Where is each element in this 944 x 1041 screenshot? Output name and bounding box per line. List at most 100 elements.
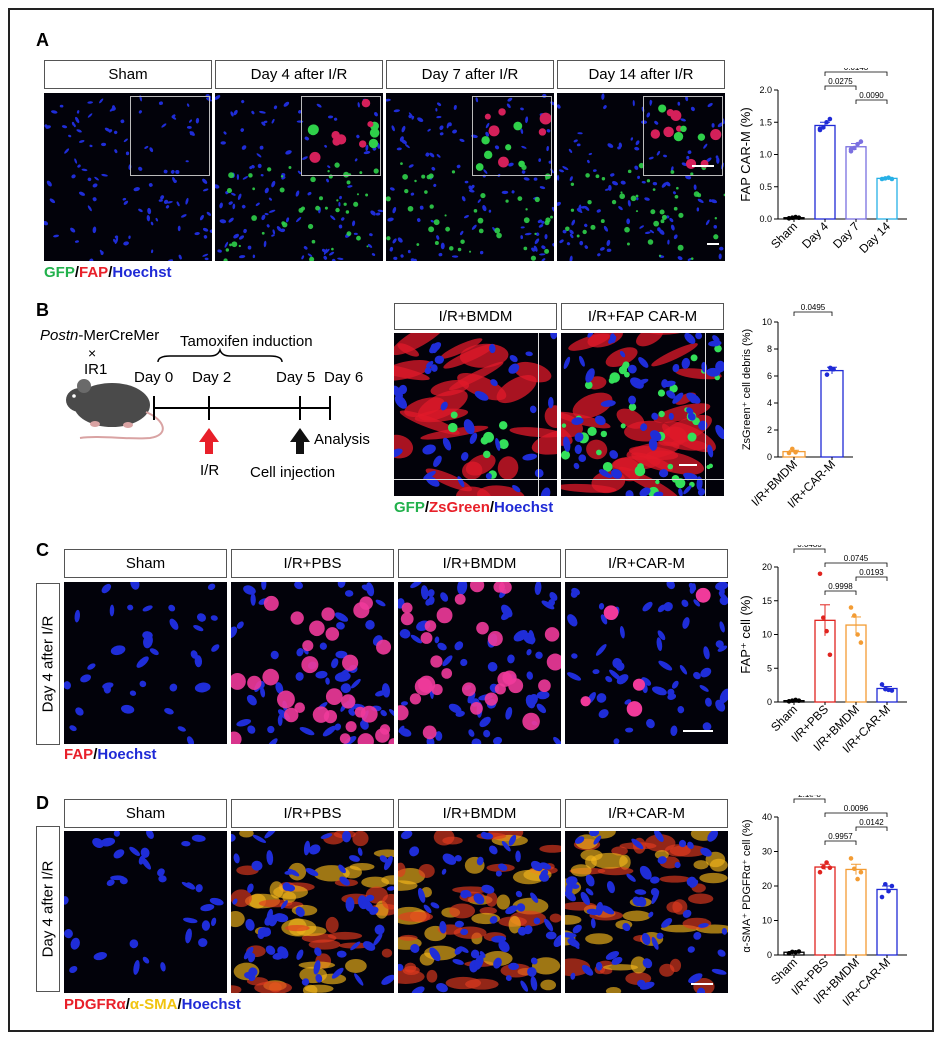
data-point bbox=[796, 215, 802, 221]
y-tick-label: 0.5 bbox=[759, 182, 772, 192]
micrograph-c-pbs bbox=[231, 582, 394, 744]
micrograph-c-bmdm bbox=[398, 582, 561, 744]
data-point bbox=[793, 449, 798, 455]
data-point bbox=[821, 615, 826, 620]
micrograph-pattern bbox=[565, 831, 728, 993]
analysis-label: Analysis bbox=[314, 431, 370, 448]
header-b-carm: I/R+FAP CAR-M bbox=[561, 303, 724, 330]
legend-fap: FAP bbox=[79, 264, 109, 281]
day2-label: Day 2 bbox=[192, 369, 231, 386]
bar bbox=[845, 868, 867, 956]
significance-bracket bbox=[855, 826, 888, 831]
data-point bbox=[824, 628, 829, 634]
induction-brace bbox=[157, 347, 283, 363]
legend-gfp: GFP bbox=[44, 264, 75, 281]
y-tick-label: 10 bbox=[762, 317, 772, 327]
legend-pdgfra: PDGFRα bbox=[64, 996, 126, 1013]
side-label-c: Day 4 after I/R bbox=[36, 583, 60, 745]
day6-label: Day 6 bbox=[324, 369, 363, 386]
legend-hoechst: Hoechst bbox=[181, 996, 241, 1013]
p-value-label: 0.0142 bbox=[859, 818, 884, 827]
data-point bbox=[827, 865, 833, 871]
significance-bracket bbox=[824, 590, 857, 595]
significance-bracket bbox=[793, 548, 826, 553]
panel-label-c: C bbox=[36, 540, 49, 560]
data-point bbox=[852, 613, 857, 618]
y-tick-label: 10 bbox=[762, 916, 772, 926]
y-axis-label: FAP CAR-M (%) bbox=[738, 107, 753, 201]
micrograph-pattern bbox=[398, 831, 561, 993]
data-point bbox=[821, 864, 826, 870]
cross-symbol: × bbox=[88, 345, 96, 361]
data-point bbox=[827, 116, 833, 122]
y-tick-label: 5 bbox=[767, 663, 772, 673]
y-tick-label: 20 bbox=[762, 881, 772, 891]
inset-box bbox=[301, 96, 381, 176]
legend-b: GFP/ZsGreen/Hoechst bbox=[394, 499, 553, 516]
data-point bbox=[879, 682, 885, 687]
micrograph-pattern bbox=[64, 582, 227, 744]
data-point bbox=[848, 856, 854, 861]
bar bbox=[845, 146, 867, 220]
significance-bracket bbox=[824, 812, 888, 817]
figure-frame bbox=[8, 8, 934, 1032]
legend-sep: / bbox=[125, 996, 130, 1013]
p-value-label: 0.0495 bbox=[801, 303, 826, 312]
significance-bracket bbox=[824, 562, 888, 567]
data-point bbox=[786, 450, 792, 456]
legend-hoechst: Hoechst bbox=[97, 746, 157, 763]
header-d-carm: I/R+CAR-M bbox=[565, 799, 728, 828]
y-tick-label: 1.5 bbox=[759, 117, 772, 127]
data-point bbox=[824, 860, 829, 865]
legend-sep: / bbox=[93, 746, 98, 763]
micrograph-pattern bbox=[557, 93, 725, 261]
legend-zsgreen: ZsGreen bbox=[429, 499, 490, 516]
header-d-bmdm: I/R+BMDM bbox=[398, 799, 561, 828]
y-tick-label: 30 bbox=[762, 847, 772, 857]
header-b-bmdm: I/R+BMDM bbox=[394, 303, 557, 330]
y-tick-label: 1.0 bbox=[759, 150, 772, 160]
y-tick-label: 10 bbox=[762, 630, 772, 640]
data-point bbox=[824, 119, 829, 125]
injection-label: Cell injection bbox=[250, 464, 335, 481]
header-c-carm: I/R+CAR-M bbox=[565, 549, 728, 578]
header-a-day4: Day 4 after I/R bbox=[215, 60, 383, 89]
scale-bar bbox=[707, 243, 719, 245]
micrograph-pattern bbox=[565, 582, 728, 744]
micrograph-d-sham bbox=[64, 831, 227, 993]
ir1-label: IR1 bbox=[84, 361, 107, 378]
y-tick-label: 4 bbox=[767, 398, 772, 408]
data-point bbox=[790, 446, 795, 452]
p-value-label: 2.1e-8 bbox=[798, 795, 821, 799]
y-tick-label: 2.0 bbox=[759, 85, 772, 95]
data-point bbox=[855, 876, 860, 882]
legend-sep: / bbox=[108, 264, 113, 281]
header-d-sham: Sham bbox=[64, 799, 227, 828]
micrograph-a-day7 bbox=[386, 93, 554, 261]
micrograph-b-bmdm bbox=[394, 333, 557, 496]
p-value-label: 0.9998 bbox=[828, 582, 853, 591]
micrograph-c-sham bbox=[64, 582, 227, 744]
micrograph-c-carm bbox=[565, 582, 728, 744]
inset-box bbox=[472, 96, 552, 176]
header-a-sham: Sham bbox=[44, 60, 212, 89]
header-a-day7: Day 7 after I/R bbox=[386, 60, 554, 89]
y-axis-label: ZsGreen⁺ cell debris (%) bbox=[741, 329, 753, 450]
side-label-d: Day 4 after I/R bbox=[36, 826, 60, 992]
p-value-label: 0.0090 bbox=[859, 91, 884, 100]
data-point bbox=[889, 176, 895, 182]
y-tick-label: 20 bbox=[762, 562, 772, 572]
micrograph-pattern bbox=[64, 831, 227, 993]
micrograph-pattern bbox=[44, 93, 212, 261]
micrograph-a-day14 bbox=[557, 93, 725, 261]
significance-bracket bbox=[824, 85, 857, 90]
y-tick-label: 8 bbox=[767, 344, 772, 354]
legend-sep: / bbox=[489, 499, 495, 516]
header-d-pbs: I/R+PBS bbox=[231, 799, 394, 828]
y-tick-label: 0 bbox=[767, 697, 772, 707]
data-point bbox=[852, 866, 857, 872]
orthogonal-divider bbox=[561, 479, 724, 480]
data-point bbox=[824, 372, 830, 377]
